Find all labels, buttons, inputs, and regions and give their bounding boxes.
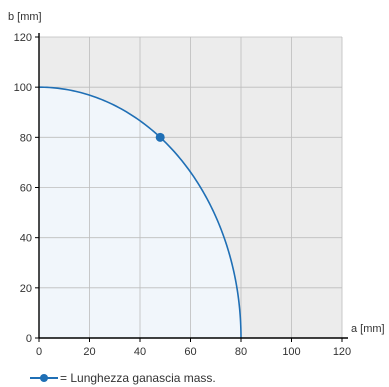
y-tick-label-40: 40 (20, 233, 32, 245)
y-tick-label-100: 100 (14, 82, 32, 94)
chart-curve-layer (38, 86, 242, 339)
chart-ticks: 0 20 40 60 80 100 120 0 20 40 60 80 100 120 (14, 32, 352, 358)
x-tick-label-120: 120 (333, 346, 351, 358)
x-tick-label-20: 20 (83, 346, 95, 358)
data-point-marker (155, 132, 165, 142)
y-tick-label-120: 120 (14, 32, 32, 44)
y-tick-label-60: 60 (20, 183, 32, 195)
y-tick-label-80: 80 (20, 132, 32, 144)
x-tick-label-0: 0 (36, 346, 42, 358)
series-line (38, 86, 242, 339)
x-axis-label: a [mm] (351, 323, 385, 335)
x-tick-label-80: 80 (235, 346, 247, 358)
x-tick-label-40: 40 (134, 346, 146, 358)
x-tick-label-100: 100 (282, 346, 300, 358)
chart-grid (39, 36, 343, 338)
x-tick-label-60: 60 (184, 346, 196, 358)
y-tick-label-20: 20 (20, 283, 32, 295)
legend-marker-icon (40, 374, 48, 382)
chart-axes (38, 33, 348, 339)
y-tick-label-0: 0 (26, 333, 32, 345)
legend: = Lunghezza ganascia mass. (30, 371, 216, 385)
legend-label: = Lunghezza ganascia mass. (60, 371, 216, 385)
y-axis-label: b [mm] (8, 11, 42, 23)
